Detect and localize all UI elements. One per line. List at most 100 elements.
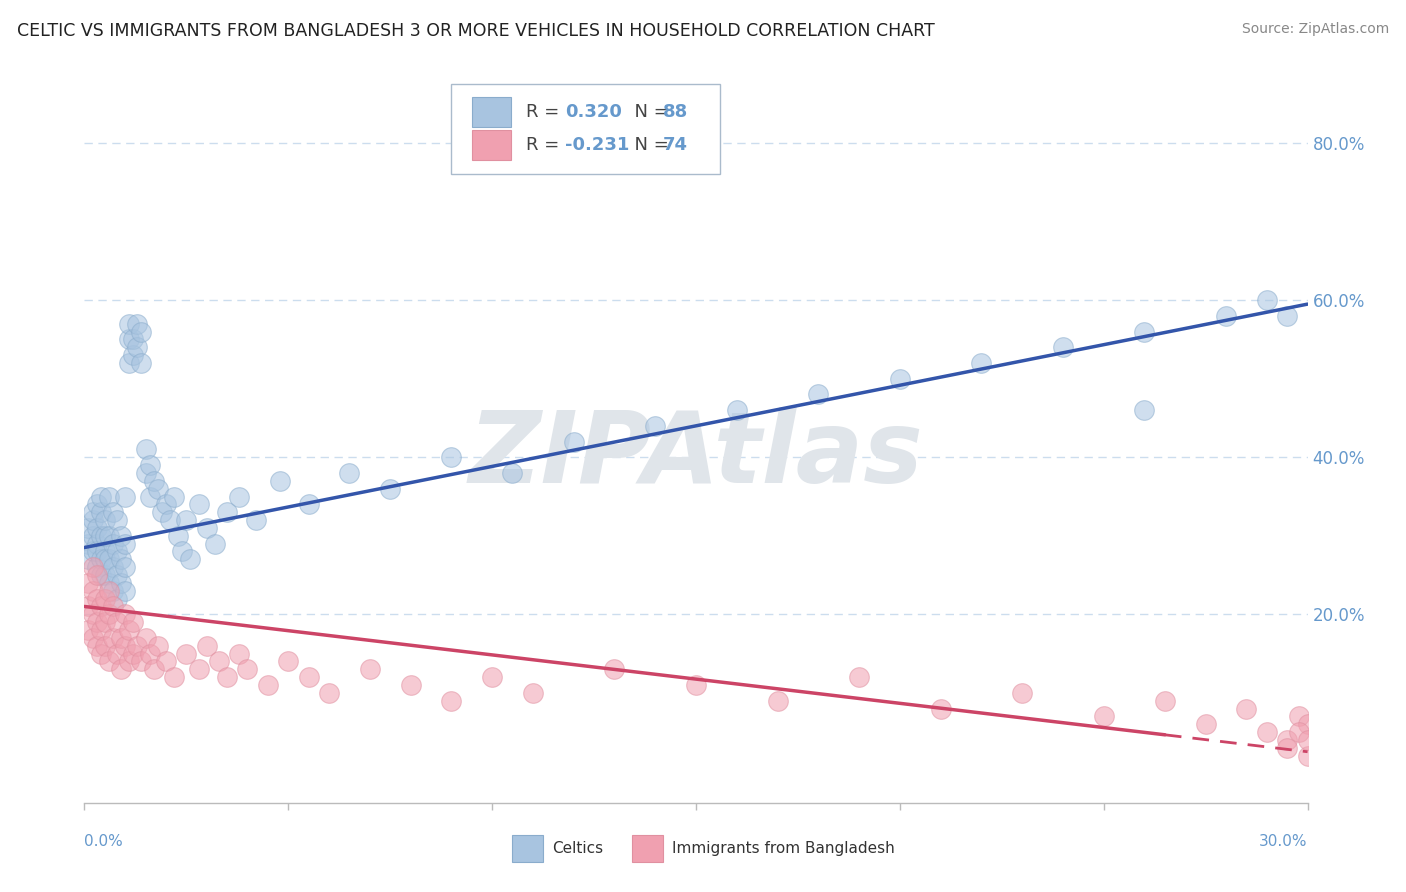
- Point: [174, 513, 197, 527]
- Point: [114, 560, 136, 574]
- Point: [90, 623, 112, 637]
- Point: [807, 387, 830, 401]
- Point: [1052, 340, 1074, 354]
- Point: [93, 591, 115, 606]
- Point: [159, 513, 181, 527]
- Point: [82, 505, 104, 519]
- Point: [131, 325, 153, 339]
- Text: 0.320: 0.320: [565, 103, 621, 121]
- Point: [135, 631, 157, 645]
- Point: [82, 560, 104, 574]
- Point: [187, 662, 209, 676]
- Point: [195, 639, 218, 653]
- Point: [163, 490, 186, 504]
- Point: [101, 631, 124, 645]
- Point: [127, 639, 149, 653]
- Point: [122, 615, 145, 630]
- Point: [208, 655, 231, 669]
- Point: [82, 513, 104, 527]
- Point: [228, 647, 250, 661]
- Text: 0.0%: 0.0%: [84, 834, 124, 849]
- Point: [101, 583, 124, 598]
- Point: [101, 599, 124, 614]
- Point: [1256, 725, 1278, 739]
- Point: [86, 497, 108, 511]
- Point: [399, 678, 422, 692]
- Point: [131, 655, 153, 669]
- Point: [1288, 725, 1310, 739]
- Text: Source: ZipAtlas.com: Source: ZipAtlas.com: [1241, 22, 1389, 37]
- Point: [118, 356, 141, 370]
- FancyBboxPatch shape: [451, 84, 720, 174]
- Point: [86, 568, 108, 582]
- Point: [522, 686, 544, 700]
- Point: [110, 662, 132, 676]
- Point: [380, 482, 402, 496]
- Point: [93, 513, 115, 527]
- Point: [138, 647, 160, 661]
- Point: [155, 655, 177, 669]
- Point: [90, 568, 112, 582]
- Text: Celtics: Celtics: [551, 841, 603, 855]
- Point: [269, 474, 291, 488]
- Point: [90, 505, 112, 519]
- Point: [502, 466, 524, 480]
- Point: [93, 615, 115, 630]
- Text: Immigrants from Bangladesh: Immigrants from Bangladesh: [672, 841, 894, 855]
- Point: [339, 466, 361, 480]
- Point: [179, 552, 201, 566]
- Point: [146, 639, 169, 653]
- Point: [77, 575, 100, 590]
- Point: [114, 607, 136, 622]
- Point: [82, 544, 104, 558]
- FancyBboxPatch shape: [513, 835, 543, 862]
- Point: [1296, 717, 1319, 731]
- Text: N =: N =: [623, 103, 673, 121]
- Point: [105, 647, 128, 661]
- Point: [118, 623, 141, 637]
- Point: [257, 678, 280, 692]
- Point: [93, 568, 115, 582]
- Point: [93, 544, 115, 558]
- Point: [138, 458, 160, 472]
- Point: [97, 607, 120, 622]
- FancyBboxPatch shape: [633, 835, 664, 862]
- Point: [86, 615, 108, 630]
- Point: [1092, 709, 1115, 723]
- Point: [105, 513, 128, 527]
- Point: [298, 497, 321, 511]
- Point: [90, 647, 112, 661]
- Text: R =: R =: [526, 136, 565, 154]
- Point: [86, 560, 108, 574]
- Point: [86, 639, 108, 653]
- Point: [101, 505, 124, 519]
- Point: [163, 670, 186, 684]
- Point: [277, 655, 299, 669]
- Point: [122, 647, 145, 661]
- Point: [93, 639, 115, 653]
- Point: [77, 521, 100, 535]
- Point: [481, 670, 503, 684]
- Point: [97, 529, 120, 543]
- Point: [138, 490, 160, 504]
- Point: [195, 521, 218, 535]
- Point: [86, 536, 108, 550]
- Point: [97, 552, 120, 566]
- Point: [1296, 748, 1319, 763]
- Point: [318, 686, 340, 700]
- Point: [440, 450, 463, 465]
- Point: [105, 615, 128, 630]
- Point: [172, 544, 194, 558]
- Point: [86, 591, 108, 606]
- Point: [90, 552, 112, 566]
- Point: [440, 694, 463, 708]
- FancyBboxPatch shape: [472, 96, 512, 127]
- FancyBboxPatch shape: [472, 130, 512, 161]
- Point: [1011, 686, 1033, 700]
- Point: [889, 372, 911, 386]
- Point: [142, 474, 165, 488]
- Point: [127, 340, 149, 354]
- Point: [101, 536, 124, 550]
- Text: -0.231: -0.231: [565, 136, 630, 154]
- Point: [1215, 309, 1237, 323]
